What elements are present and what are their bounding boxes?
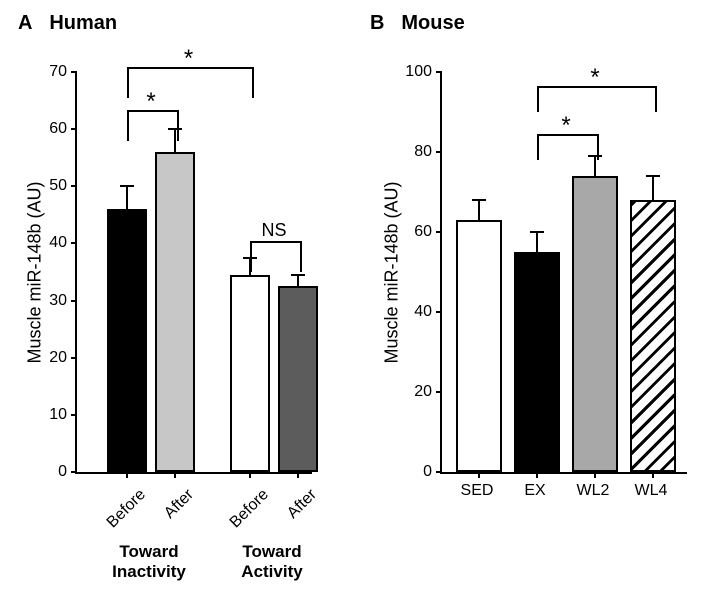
error-bar [652, 176, 654, 200]
bar [514, 252, 560, 472]
group-label: Activity [241, 562, 302, 582]
xtick [478, 472, 480, 478]
figure: A Human B Mouse 010203040506070*NS*Muscl… [0, 0, 709, 608]
bar [230, 275, 270, 472]
ytick-label: 40 [414, 303, 442, 321]
ytick-label: 0 [58, 463, 77, 481]
plot-area: 020406080100** [440, 72, 687, 474]
ytick-label: 20 [414, 383, 442, 401]
sig-label: * [590, 64, 599, 92]
ytick-label: 100 [405, 63, 442, 81]
sig-label: * [561, 112, 570, 140]
group-label: Inactivity [112, 562, 186, 582]
bar [278, 286, 318, 472]
error-cap [120, 185, 134, 187]
ytick-label: 70 [49, 63, 77, 81]
xtick [536, 472, 538, 478]
x-label: WL2 [577, 482, 610, 500]
bar [630, 200, 676, 472]
plot-area: 010203040506070*NS* [75, 72, 312, 474]
x-label: EX [524, 482, 545, 500]
error-bar [126, 186, 128, 209]
panel-b-letter: B [370, 12, 384, 34]
panel-b-species: Mouse [401, 12, 464, 34]
xtick [249, 472, 251, 478]
x-label: After [143, 486, 198, 541]
ytick-label: 40 [49, 234, 77, 252]
error-bar [536, 232, 538, 252]
sig-label: * [184, 45, 193, 73]
group-label: Toward [242, 542, 301, 562]
bar [572, 176, 618, 472]
bar [107, 209, 147, 472]
ytick-label: 30 [49, 292, 77, 310]
error-cap [530, 231, 544, 233]
error-bar [297, 275, 299, 286]
x-label: SED [461, 482, 494, 500]
x-label: WL4 [635, 482, 668, 500]
panel-a-species: Human [49, 12, 117, 34]
y-axis-label: Muscle miR-148b (AU) [25, 173, 46, 373]
panel-a-title: A Human [18, 12, 117, 35]
sig-bracket [250, 241, 302, 272]
ytick-label: 80 [414, 143, 442, 161]
xtick [652, 472, 654, 478]
panel-b-title: B Mouse [370, 12, 465, 35]
x-label: Before [95, 486, 150, 541]
group-label: Toward [119, 542, 178, 562]
panel-a-letter: A [18, 12, 32, 34]
bar [456, 220, 502, 472]
xtick [297, 472, 299, 478]
xtick [126, 472, 128, 478]
y-axis-label: Muscle miR-148b (AU) [382, 173, 403, 373]
error-cap [472, 199, 486, 201]
ytick-label: 60 [49, 120, 77, 138]
xtick [174, 472, 176, 478]
ytick-label: 0 [423, 463, 442, 481]
x-label: After [266, 486, 321, 541]
bar [155, 152, 195, 472]
error-cap [646, 175, 660, 177]
ytick-label: 50 [49, 177, 77, 195]
xtick [594, 472, 596, 478]
error-bar [478, 200, 480, 220]
error-cap [291, 274, 305, 276]
ytick-label: 10 [49, 406, 77, 424]
ytick-label: 60 [414, 223, 442, 241]
ytick-label: 20 [49, 349, 77, 367]
x-label: Before [218, 486, 273, 541]
sig-label: NS [261, 220, 286, 241]
